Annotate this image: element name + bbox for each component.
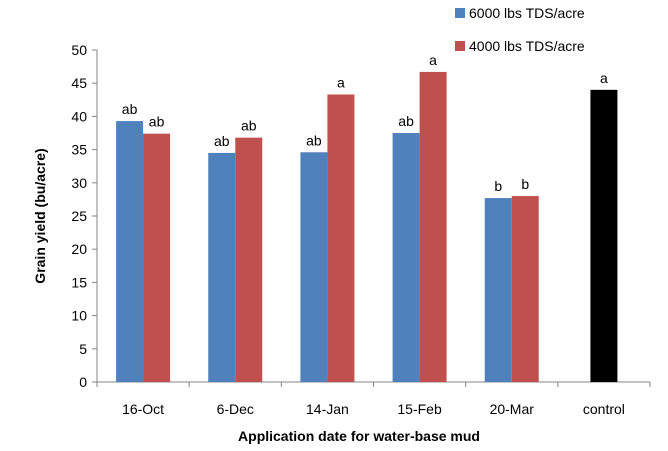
bar-significance-label: a [337, 74, 345, 90]
y-tick-label: 50 [71, 42, 87, 58]
bar-significance-label: ab [149, 114, 165, 130]
y-tick-label: 35 [71, 142, 87, 158]
x-tick-label: 14-Jan [306, 401, 349, 417]
bar [484, 198, 512, 382]
bar-significance-label: b [494, 178, 502, 194]
y-tick-label: 5 [79, 341, 87, 357]
y-tick-label: 20 [71, 241, 87, 257]
legend-label: 6000 lbs TDS/acre [469, 5, 585, 21]
bar-significance-label: ab [398, 113, 414, 129]
bar-significance-label: a [429, 52, 437, 68]
y-tick-label: 30 [71, 175, 87, 191]
y-axis-title: Grain yield (bu/acre) [32, 148, 48, 283]
x-tick-label: 6-Dec [217, 401, 254, 417]
bar-significance-label: ab [241, 118, 257, 134]
y-tick-label: 40 [71, 108, 87, 124]
x-axis-title: Application date for water-base mud [238, 428, 480, 444]
y-tick-label: 25 [71, 208, 87, 224]
bar-significance-label: ab [306, 132, 322, 148]
bar [116, 121, 144, 382]
bar [143, 133, 171, 382]
legend-swatch [455, 8, 465, 18]
bar [300, 152, 328, 382]
axes-group: 0 5 10 15 20 25 30 35 40 45 50 16-Oct 6-Dec 14-Jan 15-… [71, 42, 651, 417]
bar [327, 94, 355, 382]
y-tick-label: 45 [71, 75, 87, 91]
bar [208, 152, 236, 382]
x-tick-label: 15-Feb [397, 401, 442, 417]
legend-swatch [455, 41, 465, 51]
bar-significance-label: ab [214, 133, 230, 149]
bar [235, 137, 263, 382]
y-tick-label: 0 [79, 374, 87, 390]
bar [392, 133, 420, 382]
bar [511, 196, 539, 382]
y-tick-label: 15 [71, 274, 87, 290]
x-tick-label: 20-Mar [490, 401, 535, 417]
legend-label: 4000 lbs TDS/acre [469, 38, 585, 54]
bars-group [116, 71, 618, 383]
bar-significance-label: b [521, 176, 529, 192]
bar [419, 71, 447, 383]
x-tick-label: control [583, 401, 625, 417]
bar-significance-label: a [600, 70, 608, 86]
bar-significance-label: ab [122, 101, 138, 117]
y-tick-label: 10 [71, 308, 87, 324]
bar [590, 89, 618, 382]
legend: 6000 lbs TDS/acre 4000 lbs TDS/acre [455, 5, 585, 54]
x-tick-label: 16-Oct [122, 401, 164, 417]
